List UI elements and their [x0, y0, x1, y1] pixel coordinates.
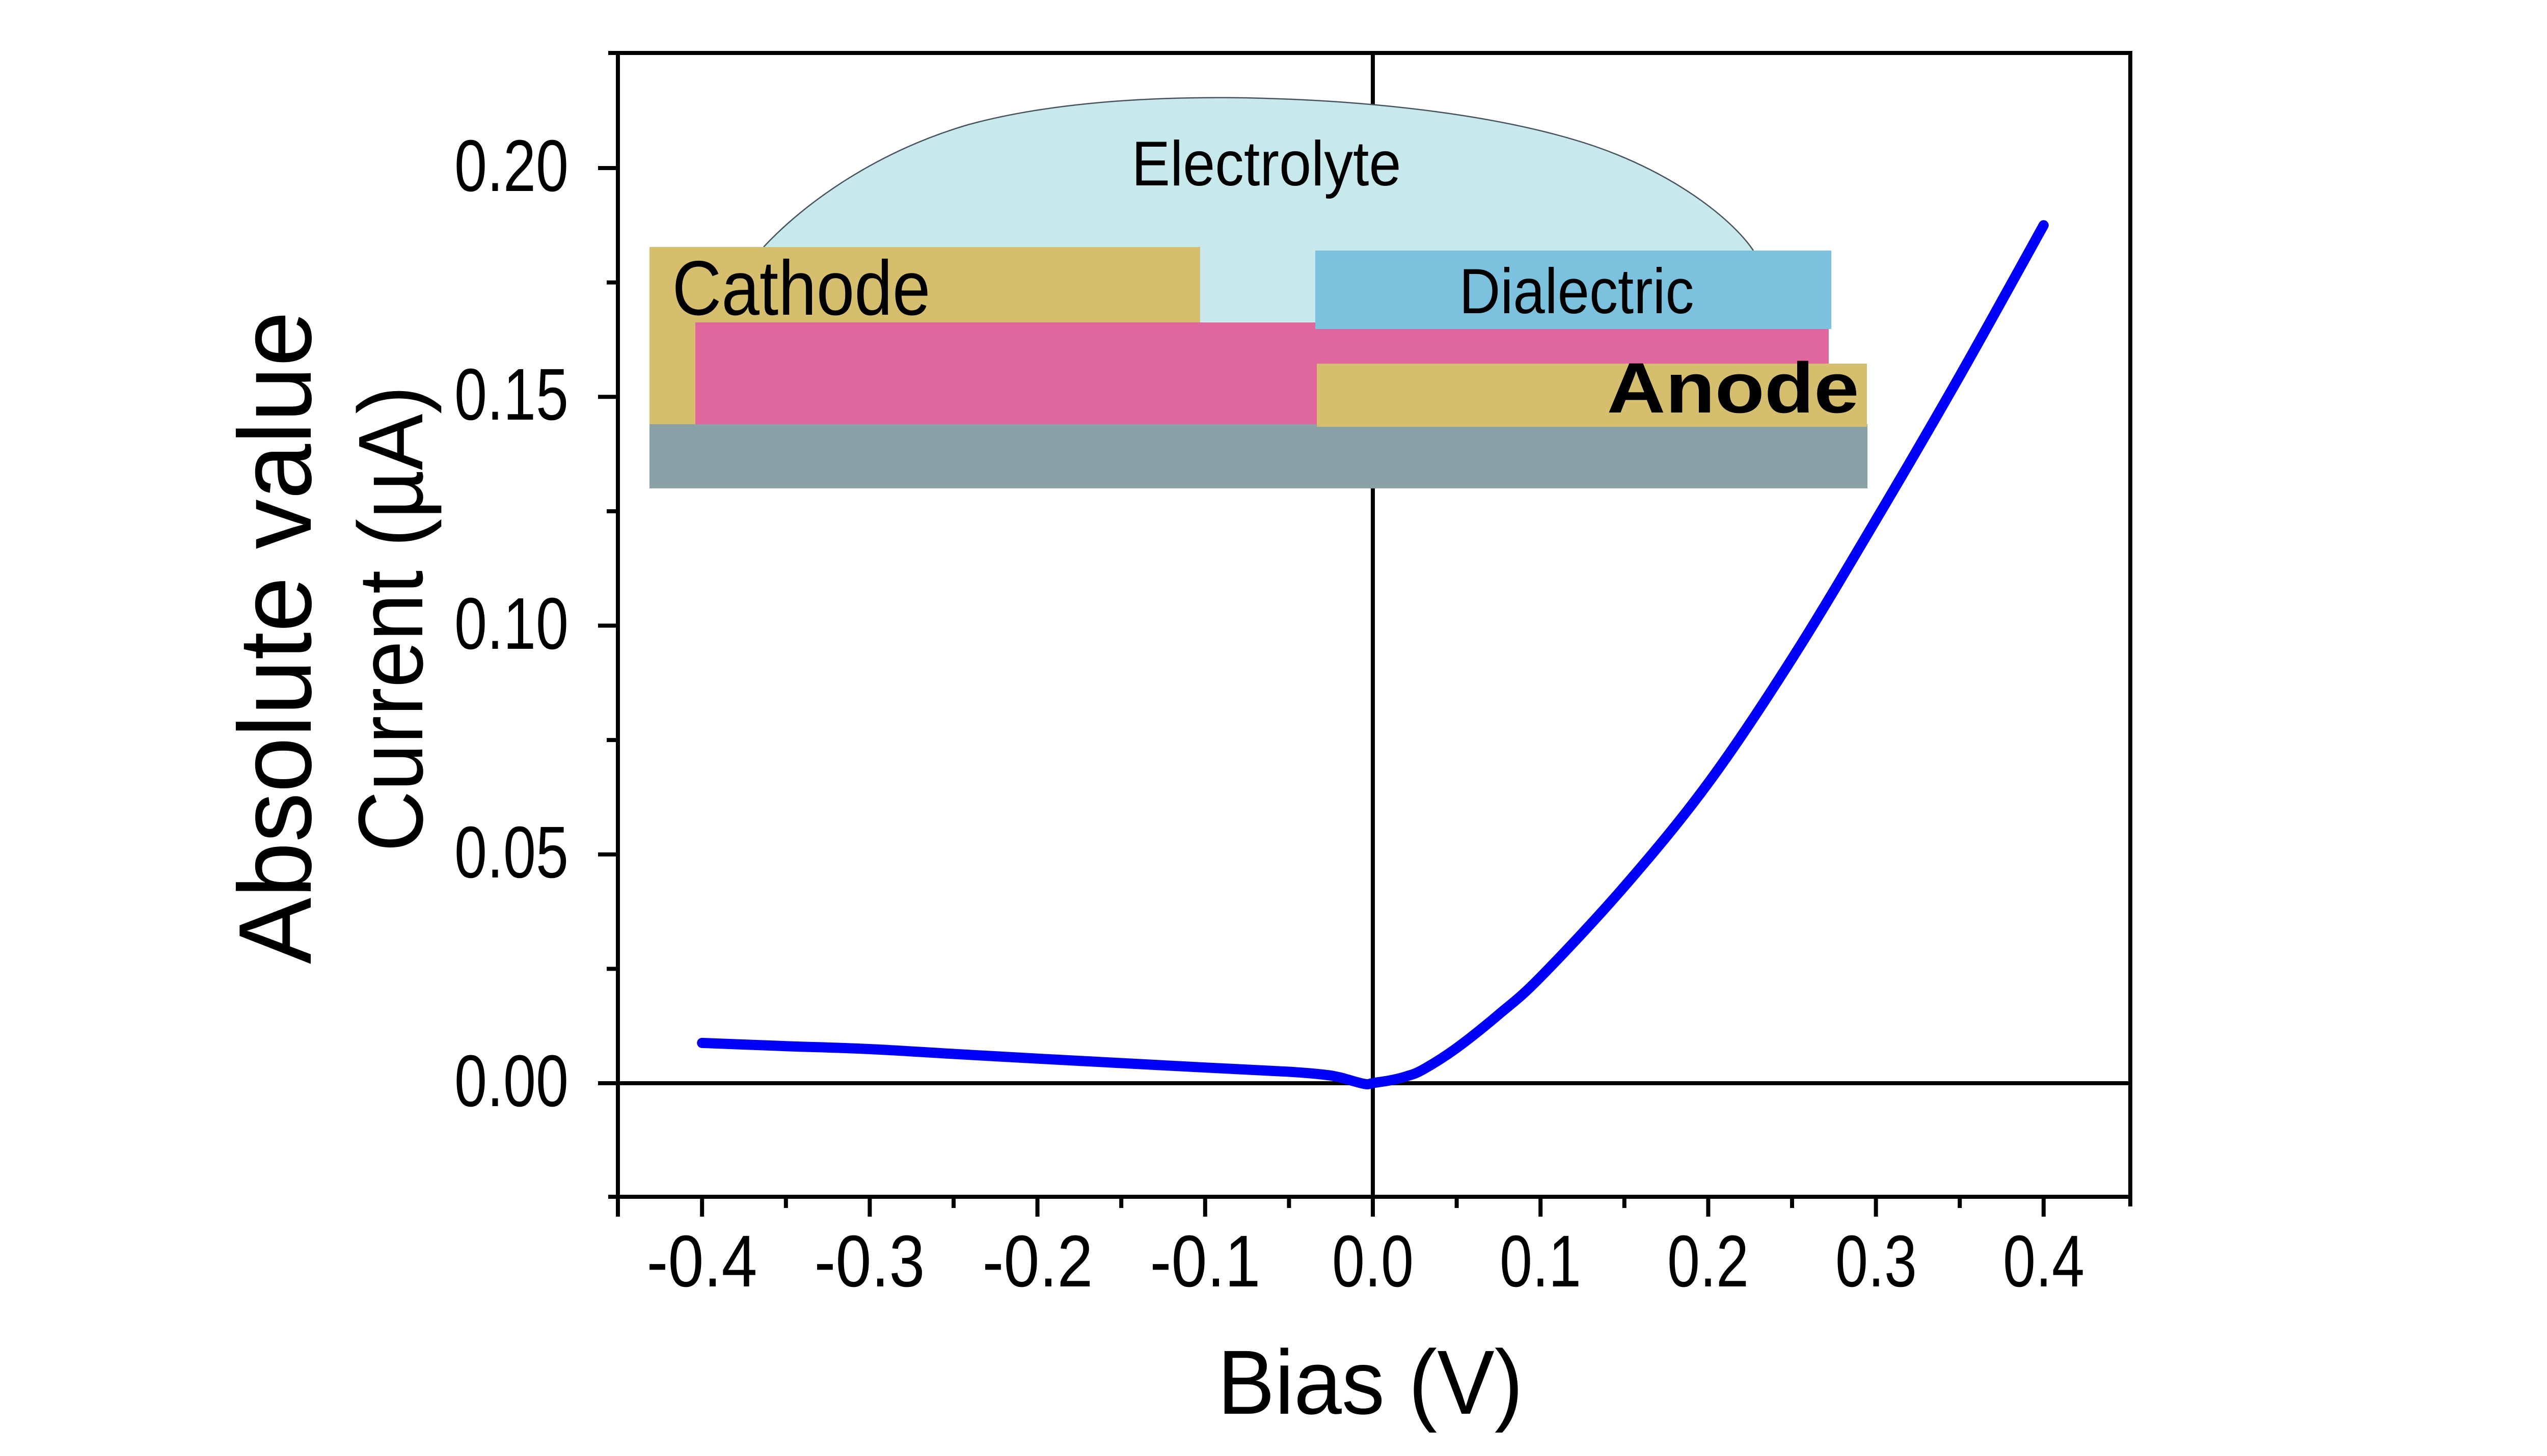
svg-text:-0.1: -0.1 — [1150, 1220, 1261, 1302]
svg-text:0.05: 0.05 — [454, 811, 568, 893]
svg-text:Dialectric: Dialectric — [1459, 256, 1694, 327]
svg-text:-0.2: -0.2 — [983, 1220, 1093, 1302]
svg-text:0.15: 0.15 — [454, 353, 568, 435]
svg-text:Bias (V): Bias (V) — [1217, 1331, 1523, 1433]
svg-text:0.3: 0.3 — [1835, 1220, 1917, 1302]
svg-text:-0.3: -0.3 — [815, 1220, 925, 1302]
svg-text:Anode: Anode — [1607, 348, 1859, 428]
svg-text:0.2: 0.2 — [1667, 1220, 1749, 1302]
svg-text:0.0: 0.0 — [1332, 1220, 1414, 1302]
svg-text:0.1: 0.1 — [1500, 1220, 1581, 1302]
svg-text:0.00: 0.00 — [454, 1040, 568, 1122]
svg-text:Cathode: Cathode — [672, 245, 931, 332]
svg-text:Electrolyte: Electrolyte — [1132, 129, 1401, 199]
svg-text:Absolute value: Absolute value — [218, 311, 333, 964]
svg-text:-0.4: -0.4 — [647, 1220, 757, 1302]
svg-text:0.10: 0.10 — [454, 583, 568, 665]
svg-text:0.4: 0.4 — [2003, 1220, 2084, 1302]
svg-text:0.20: 0.20 — [454, 125, 568, 207]
svg-text:Current (µA): Current (µA) — [340, 386, 442, 852]
